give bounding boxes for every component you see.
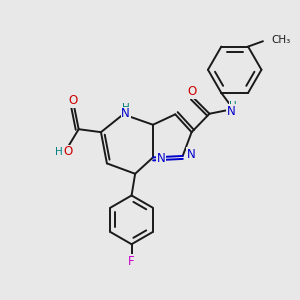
Text: O: O xyxy=(187,85,196,98)
Text: CH₃: CH₃ xyxy=(271,35,290,45)
Text: O: O xyxy=(68,94,77,107)
Text: N: N xyxy=(121,107,130,120)
Text: H: H xyxy=(229,101,237,111)
Text: H: H xyxy=(122,103,130,113)
Text: O: O xyxy=(63,145,72,158)
Text: H: H xyxy=(55,147,63,157)
Text: N: N xyxy=(157,152,166,165)
Text: F: F xyxy=(128,255,135,268)
Text: N: N xyxy=(187,148,195,161)
Text: N: N xyxy=(227,105,236,118)
